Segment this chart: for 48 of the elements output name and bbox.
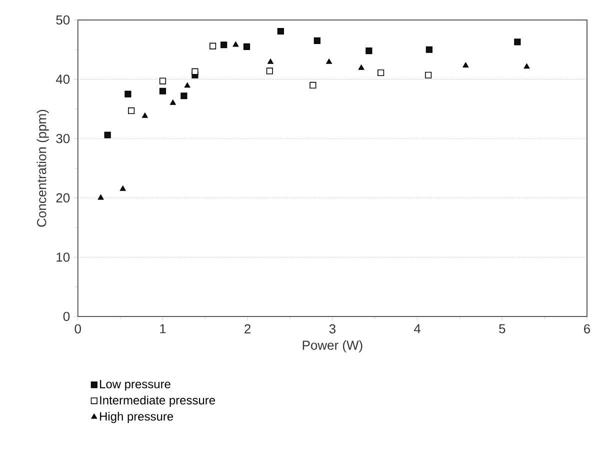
point: [266, 68, 273, 74]
x-tick-label: 1: [160, 324, 166, 334]
y-tick-label: 50: [56, 15, 70, 24]
point: [314, 37, 320, 44]
point: [326, 58, 332, 64]
point: [268, 58, 274, 64]
point: [192, 68, 198, 75]
point: [128, 107, 135, 114]
y-axis-title: Concentration (ppm): [36, 110, 49, 227]
point: [243, 43, 250, 50]
point: [232, 41, 239, 47]
point: [159, 78, 166, 84]
point: [524, 63, 530, 69]
point: [277, 28, 284, 34]
y-tick-label: 40: [56, 74, 70, 84]
y-tick-label: 20: [56, 193, 70, 202]
x-tick-label: 5: [499, 324, 506, 334]
legend-label: High pressure: [100, 412, 174, 423]
point: [514, 38, 521, 46]
point: [120, 186, 126, 191]
x-tick-label: 6: [584, 324, 590, 334]
point: [358, 64, 364, 70]
point: [378, 69, 384, 76]
point: [462, 62, 469, 68]
legend-label: Low pressure: [100, 380, 170, 391]
point: [210, 42, 216, 50]
y-tick-label: 10: [56, 252, 70, 262]
x-tick-label: 4: [414, 324, 421, 334]
point: [180, 92, 188, 100]
legend-label: Intermediate pressure: [100, 396, 215, 407]
x-axis-title: Power (W): [302, 340, 362, 352]
point: [170, 100, 176, 105]
y-tick-label: 0: [63, 312, 70, 321]
point: [104, 132, 111, 138]
point: [142, 112, 148, 118]
x-tick-label: 3: [329, 324, 336, 334]
point: [220, 41, 228, 48]
point: [310, 82, 316, 88]
point: [184, 82, 190, 88]
point: [426, 46, 432, 53]
x-tick-label: 0: [74, 324, 81, 334]
y-tick-label: 30: [56, 134, 70, 144]
point: [98, 194, 104, 200]
x-tick-label: 2: [244, 324, 251, 334]
point: [366, 47, 372, 54]
point: [425, 72, 432, 78]
point: [159, 88, 166, 94]
point: [124, 90, 132, 98]
